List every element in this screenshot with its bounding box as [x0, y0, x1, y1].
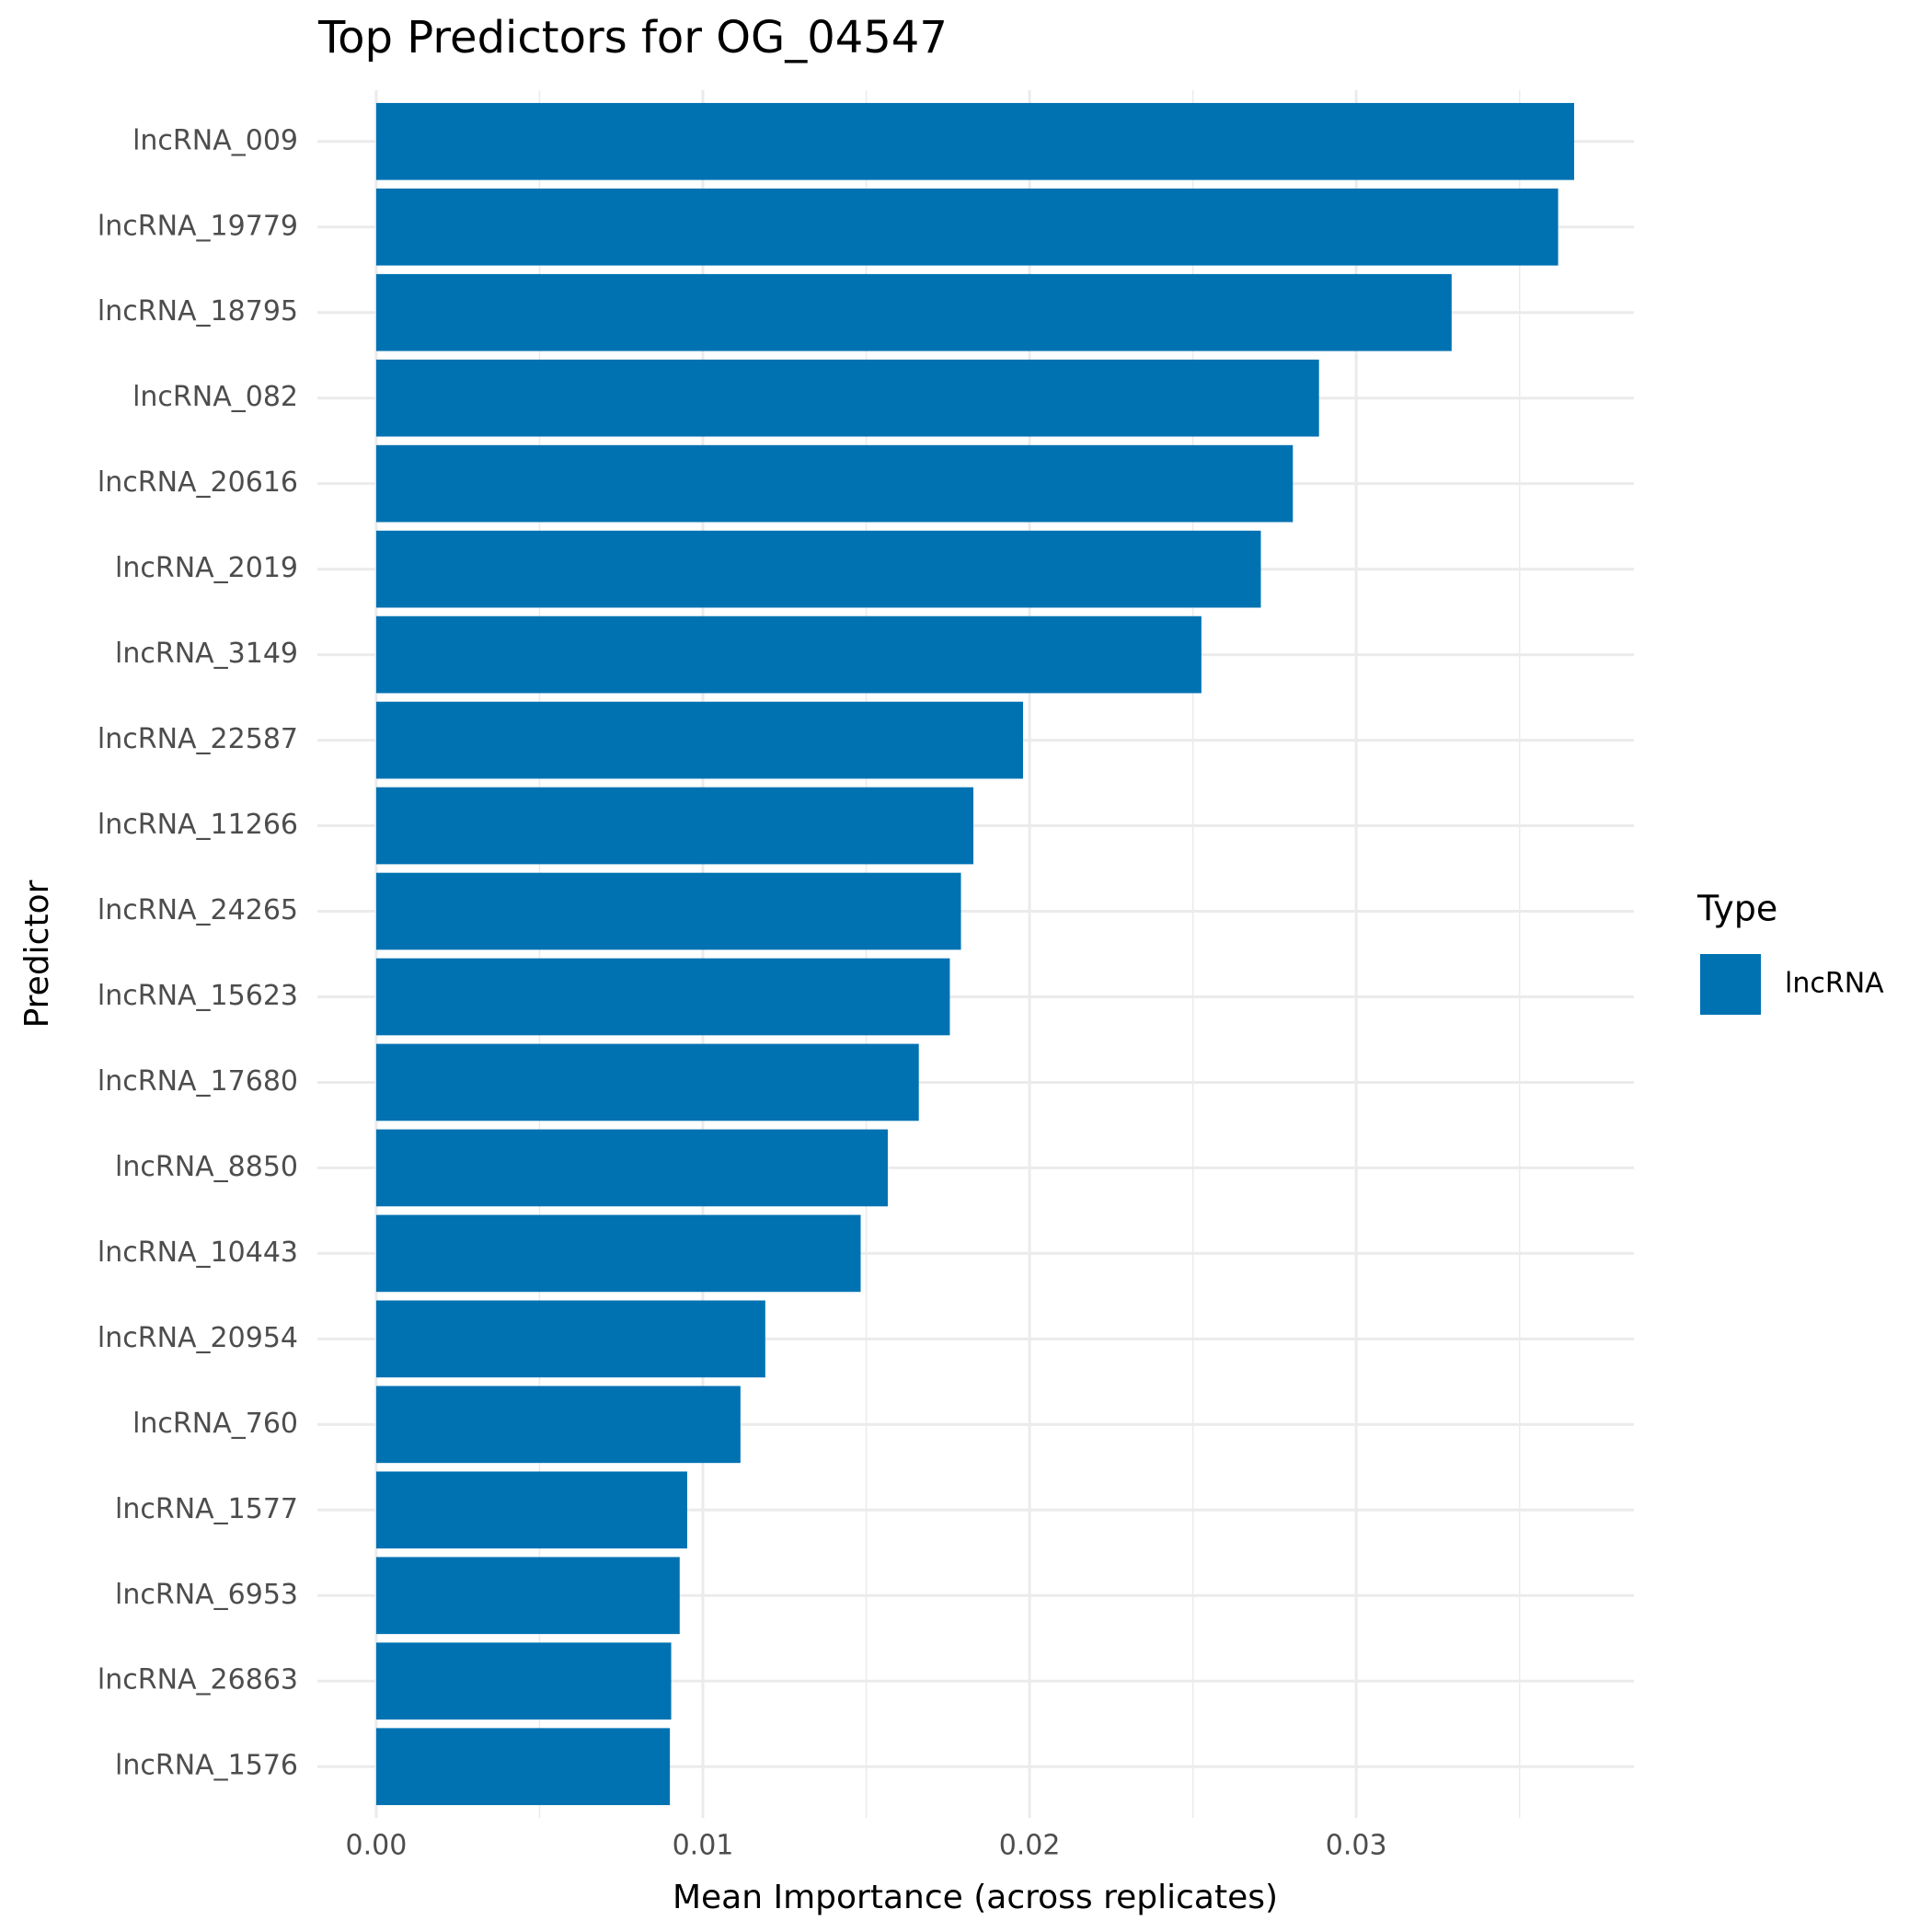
y-tick-label: lncRNA_17680 [98, 1065, 298, 1098]
x-tick-label: 0.02 [999, 1830, 1061, 1862]
bar [375, 1728, 671, 1806]
y-tick-label: lncRNA_20616 [98, 466, 298, 499]
y-tick-label: lncRNA_11266 [98, 809, 298, 841]
y-tick-label: lncRNA_009 [132, 124, 298, 156]
y-tick-label: lncRNA_1576 [115, 1750, 298, 1782]
y-tick-label: lncRNA_8850 [115, 1151, 298, 1183]
bar [375, 958, 950, 1036]
legend-title: Type [1696, 889, 1777, 929]
x-axis-title: Mean Importance (across replicates) [673, 1879, 1278, 1916]
bar [375, 1386, 741, 1464]
bar [375, 1043, 919, 1121]
legend-label: lncRNA [1785, 968, 1884, 1000]
y-tick-label: lncRNA_15623 [98, 980, 298, 1012]
bar [375, 872, 961, 950]
y-tick-label: lncRNA_10443 [98, 1236, 298, 1269]
bar [375, 273, 1452, 351]
y-tick-label: lncRNA_6953 [115, 1579, 298, 1611]
y-axis-title: Predictor [18, 880, 56, 1028]
x-tick-label: 0.00 [346, 1830, 408, 1862]
y-tick-label: lncRNA_22587 [98, 723, 298, 755]
bar [375, 359, 1319, 437]
y-tick-label: lncRNA_20954 [98, 1322, 298, 1354]
bar [375, 1214, 861, 1293]
y-tick-label: lncRNA_18795 [98, 295, 298, 328]
bar [375, 615, 1202, 694]
legend-key [1700, 954, 1761, 1015]
y-tick-label: lncRNA_3149 [115, 638, 298, 670]
bar [375, 1557, 680, 1635]
bar [375, 1300, 765, 1378]
bar [375, 1471, 687, 1549]
y-tick-label: lncRNA_760 [132, 1408, 298, 1440]
bar [375, 1642, 672, 1720]
y-tick-label: lncRNA_082 [132, 381, 298, 413]
x-tick-label: 0.03 [1326, 1830, 1387, 1862]
y-tick-label: lncRNA_2019 [115, 552, 298, 584]
x-tick-label: 0.01 [673, 1830, 734, 1862]
bar [375, 701, 1023, 779]
bar [375, 188, 1558, 266]
y-tick-label: lncRNA_1577 [115, 1493, 298, 1525]
y-tick-label: lncRNA_19779 [98, 210, 298, 242]
y-tick-label: lncRNA_26863 [98, 1664, 298, 1696]
bar [375, 444, 1294, 523]
bar [375, 1129, 888, 1207]
bar [375, 530, 1261, 608]
chart-title: Top Predictors for OG_04547 [317, 12, 948, 63]
bar [375, 787, 974, 865]
y-tick-label: lncRNA_24265 [98, 894, 298, 926]
bar [375, 102, 1575, 180]
